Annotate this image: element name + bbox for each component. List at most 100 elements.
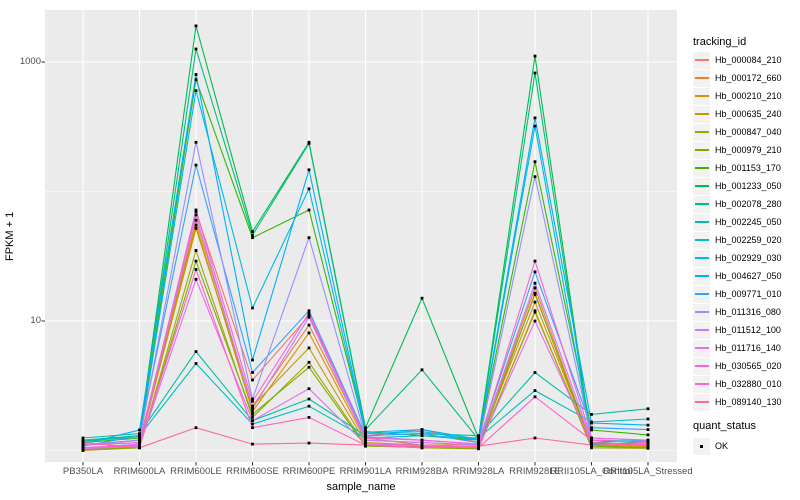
- legend-key-Hb_002245_050: [693, 213, 710, 231]
- data-point: [194, 362, 198, 365]
- x-axis-title: sample_name: [326, 481, 396, 493]
- legend-label-Hb_011716_140: Hb_011716_140: [715, 342, 781, 353]
- data-point: [307, 416, 311, 419]
- data-point: [307, 314, 311, 317]
- data-point: [251, 306, 254, 310]
- x-tick-label-RRIM928LE: RRIM928LE: [509, 466, 561, 477]
- data-point: [364, 426, 367, 430]
- data-point: [533, 54, 537, 58]
- legend-key-Hb_011512_100: [693, 321, 710, 339]
- data-point: [646, 407, 650, 411]
- data-point: [194, 140, 198, 144]
- data-point: [251, 358, 254, 362]
- legend-title-quant-status: quant_status: [693, 420, 756, 432]
- data-point: [646, 433, 650, 437]
- y-axis-title: FPKM + 1: [4, 211, 16, 261]
- data-point: [194, 249, 198, 252]
- data-point: [533, 124, 537, 128]
- legend-label-Hb_030565_020: Hb_030565_020: [715, 360, 782, 371]
- legend-label-Hb_004627_050: Hb_004627_050: [715, 270, 782, 281]
- legend-label-Hb_009771_010: Hb_009771_010: [715, 288, 782, 299]
- legend-label-quant-status-OK: OK: [715, 440, 729, 451]
- data-point: [590, 428, 593, 432]
- legend-key-line-icon: [694, 167, 709, 169]
- data-point: [420, 296, 424, 300]
- legend-key-line-icon: [694, 329, 709, 331]
- data-point: [533, 270, 537, 274]
- data-point: [194, 226, 198, 230]
- data-point: [533, 300, 537, 304]
- legend-key-Hb_001153_170: [693, 159, 710, 177]
- data-point: [251, 404, 254, 408]
- data-point: [307, 441, 311, 445]
- data-point: [477, 446, 480, 450]
- data-point: [251, 399, 254, 403]
- data-point: [138, 428, 141, 432]
- data-point: [307, 365, 311, 369]
- data-point: [251, 442, 254, 446]
- legend-label-Hb_032880_010: Hb_032880_010: [715, 378, 782, 389]
- x-tick-label-RRIM928LA: RRIM928LA: [452, 466, 505, 477]
- data-point: [251, 416, 254, 419]
- data-point: [533, 309, 537, 313]
- data-point: [194, 208, 198, 212]
- data-point: [138, 438, 141, 442]
- data-point: [533, 286, 537, 290]
- legend-key-Hb_000210_210: [693, 87, 710, 105]
- data-point: [590, 438, 593, 442]
- data-point: [138, 443, 141, 447]
- legend-key-line-icon: [694, 59, 709, 61]
- data-point: [533, 293, 537, 296]
- data-point: [364, 431, 367, 434]
- data-point: [307, 311, 311, 315]
- x-tick-label-RRIM600PE: RRIM600PE: [282, 466, 336, 477]
- data-point: [533, 310, 537, 314]
- data-point: [420, 368, 424, 372]
- x-tick-label-RRII105LA_Control: RRII105LA_Control: [550, 466, 633, 477]
- data-point: [646, 423, 650, 427]
- legend-key-Hb_000084_210: [693, 51, 710, 69]
- data-point: [251, 378, 254, 382]
- data-point: [251, 407, 254, 411]
- data-point: [477, 441, 480, 444]
- data-point: [307, 208, 311, 212]
- data-point: [420, 441, 424, 444]
- legend-key-line-icon: [694, 275, 709, 277]
- data-point: [307, 323, 311, 327]
- data-point: [194, 210, 198, 213]
- legend-key-line-icon: [694, 77, 709, 79]
- data-point: [477, 442, 480, 446]
- data-point: [251, 236, 254, 240]
- data-point: [194, 73, 198, 76]
- data-point: [364, 443, 367, 447]
- legend-label-Hb_002078_280: Hb_002078_280: [715, 198, 782, 209]
- data-point: [590, 436, 593, 440]
- legend-key-line-icon: [694, 401, 709, 403]
- data-point: [590, 441, 593, 444]
- data-point: [590, 446, 593, 450]
- data-point: [590, 413, 593, 416]
- data-point: [194, 223, 198, 227]
- data-point: [533, 371, 537, 374]
- data-point: [646, 428, 650, 431]
- data-point: [307, 404, 311, 408]
- x-tick-label-RRIM600LA: RRIM600LA: [113, 466, 166, 477]
- data-point: [590, 443, 593, 447]
- legend-key-line-icon: [694, 347, 709, 349]
- data-point: [194, 213, 198, 217]
- data-point: [194, 268, 198, 271]
- data-point: [251, 230, 254, 233]
- data-point: [138, 434, 141, 438]
- data-point: [646, 441, 650, 444]
- data-point: [533, 291, 537, 295]
- data-points: [81, 24, 650, 452]
- legend-label-Hb_002245_050: Hb_002245_050: [715, 216, 782, 227]
- data-point: [194, 259, 198, 263]
- data-point: [533, 71, 537, 75]
- x-tick-label-PB350LA: PB350LA: [62, 466, 104, 477]
- legend-key-Hb_089140_130: [693, 393, 710, 411]
- x-tick-label-RRII105LA_Stressed: RRII105LA_Stressed: [603, 466, 693, 477]
- legend-label-Hb_000210_210: Hb_000210_210: [715, 90, 782, 101]
- legend-label-Hb_011512_100: Hb_011512_100: [715, 324, 781, 335]
